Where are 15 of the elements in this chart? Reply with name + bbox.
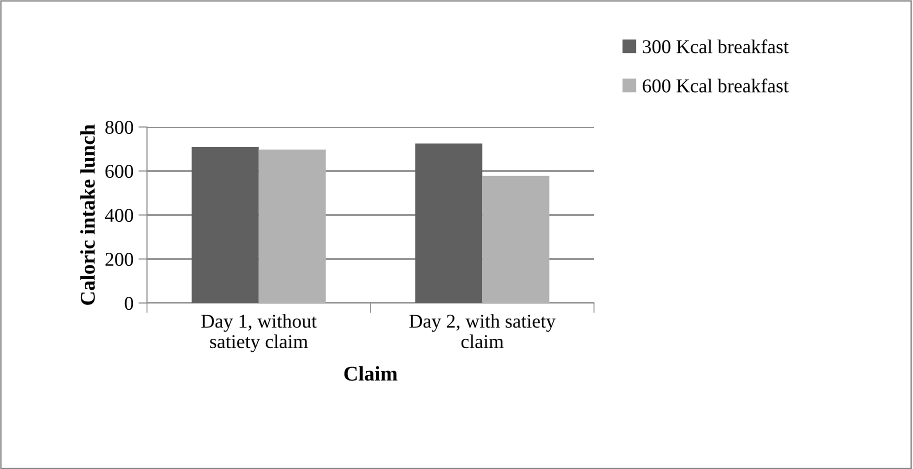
y-axis-title: Caloric intake lunch	[80, 124, 95, 305]
bar	[192, 147, 259, 303]
bar	[415, 144, 482, 303]
y-tick-label: 0	[124, 296, 134, 310]
bar	[258, 150, 326, 303]
y-tick-label: 600	[105, 164, 134, 178]
x-tick-label: Day 1, without satiety claim	[201, 314, 317, 352]
y-tick-label: 800	[105, 120, 134, 134]
legend-label: 300 Kcal breakfast	[642, 39, 789, 54]
bar	[482, 176, 550, 303]
legend-label: 600 Kcal breakfast	[642, 78, 789, 92]
x-axis-title: Claim	[344, 366, 398, 381]
x-tick-label: Day 2, with satiety claim	[409, 314, 556, 348]
y-tick-label: 200	[105, 252, 134, 266]
y-tick-label: 400	[105, 208, 134, 222]
